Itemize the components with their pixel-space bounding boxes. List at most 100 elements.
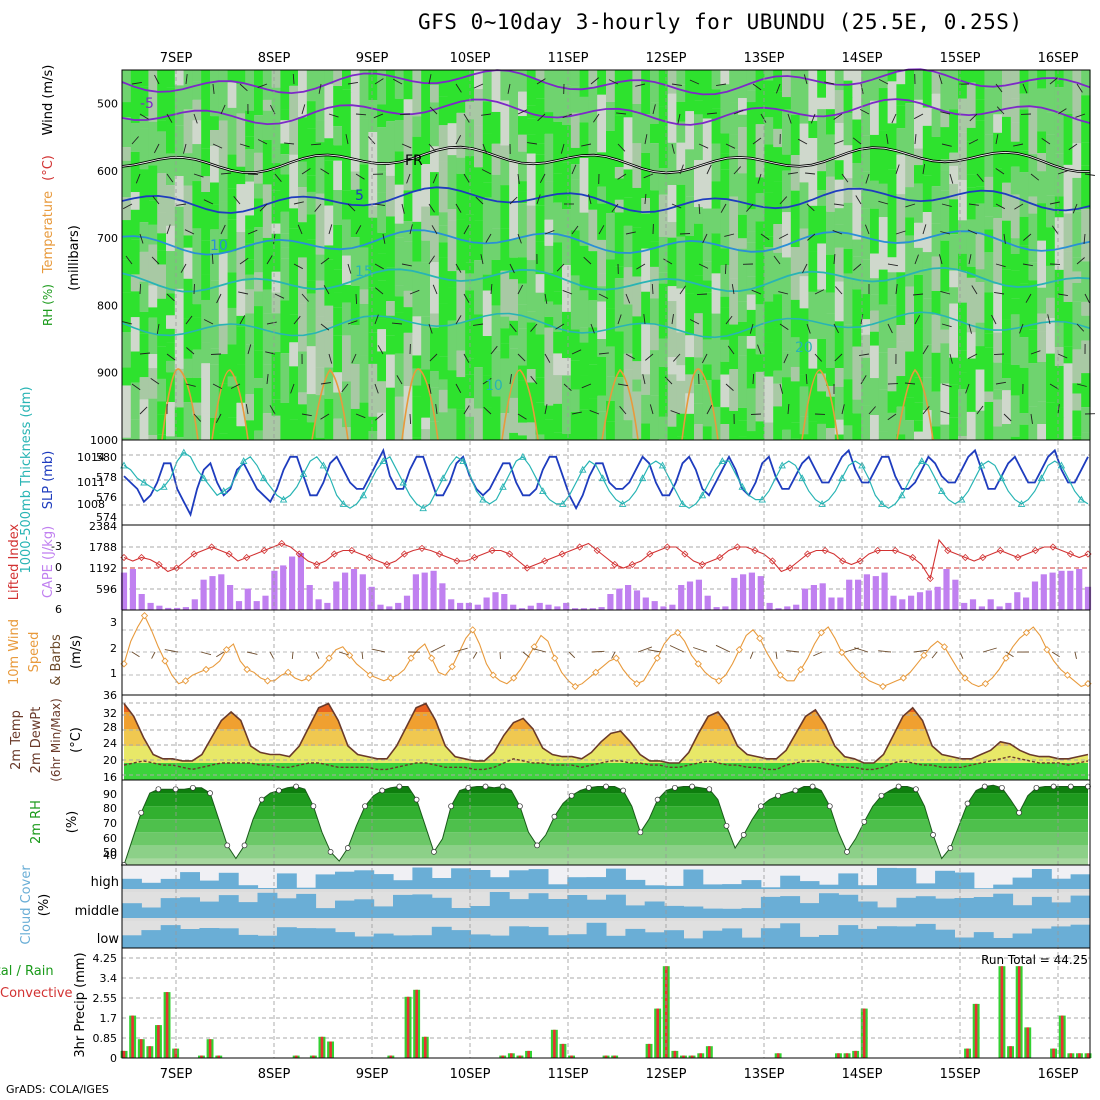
rh-cell bbox=[1072, 393, 1082, 411]
rh-cell bbox=[597, 203, 607, 240]
rh-cell bbox=[192, 181, 202, 229]
rh-cell bbox=[658, 70, 669, 107]
wind-barb bbox=[266, 255, 273, 265]
rh-cell bbox=[430, 70, 440, 85]
wind-marker bbox=[448, 663, 456, 671]
rh-cell bbox=[210, 182, 220, 205]
cloud-cell bbox=[528, 926, 549, 948]
rh-cell bbox=[139, 86, 149, 117]
wind-barb bbox=[323, 285, 330, 295]
precip-convective-bar bbox=[208, 1039, 212, 1058]
rh-cell bbox=[218, 167, 229, 202]
wind-barb bbox=[968, 254, 972, 265]
thickness-tick: 574 bbox=[96, 511, 117, 524]
wind-barb bbox=[649, 404, 654, 415]
cape-bar bbox=[625, 585, 632, 610]
rh-cell bbox=[773, 370, 783, 384]
rh-cell bbox=[940, 159, 950, 171]
rh-cell bbox=[280, 258, 290, 301]
rh-cell bbox=[993, 132, 1003, 169]
rh-cell bbox=[667, 237, 677, 287]
wind-barb bbox=[463, 173, 470, 183]
rh-cell bbox=[931, 290, 941, 315]
wind-barb bbox=[588, 194, 592, 205]
rh-cell bbox=[271, 351, 281, 400]
wind-barb bbox=[895, 164, 900, 175]
wind-barb bbox=[455, 263, 462, 273]
rh-cell bbox=[535, 154, 545, 206]
rh-cell bbox=[1028, 70, 1038, 82]
wind-barb bbox=[257, 83, 268, 89]
li-marker bbox=[768, 557, 777, 565]
rh-cell bbox=[315, 193, 325, 213]
cloud-cell bbox=[780, 875, 801, 889]
rh-cell bbox=[236, 280, 246, 316]
rh-cell bbox=[720, 153, 730, 170]
rh-cell bbox=[896, 70, 906, 85]
rh-cell bbox=[245, 274, 255, 290]
rh-cell bbox=[174, 206, 185, 257]
precip-convective-bar bbox=[1009, 1046, 1012, 1058]
rh-cell bbox=[1037, 70, 1047, 89]
wind-barb bbox=[455, 383, 462, 394]
rh-cell bbox=[738, 321, 748, 336]
cape-bar bbox=[695, 579, 702, 610]
wind-barb bbox=[391, 322, 403, 325]
rh-cell bbox=[1037, 424, 1047, 440]
cloud-cell bbox=[1070, 924, 1091, 948]
cape-bar bbox=[395, 602, 402, 610]
cape-bar bbox=[182, 607, 189, 610]
wind-barb bbox=[293, 263, 304, 270]
rh-cell bbox=[764, 70, 774, 81]
rh-marker bbox=[826, 803, 833, 810]
rh-cell bbox=[254, 388, 264, 431]
rh-cell bbox=[1046, 70, 1056, 113]
cape-bar bbox=[306, 585, 313, 610]
rh-cell bbox=[465, 119, 475, 157]
cloud-cell bbox=[373, 874, 394, 889]
cape-bar bbox=[793, 604, 800, 610]
thickness-marker bbox=[658, 461, 667, 469]
cape-bar bbox=[642, 597, 649, 610]
cape-bar bbox=[934, 586, 941, 610]
wind-barb bbox=[652, 104, 656, 115]
rh-cell bbox=[227, 188, 237, 220]
thickness-label: 1000-500mb Thickness (dm) bbox=[19, 386, 34, 573]
wind-barb bbox=[672, 353, 681, 362]
rh-cell bbox=[474, 367, 484, 409]
rh-cell bbox=[518, 181, 528, 192]
rh-cell bbox=[1081, 373, 1091, 408]
rh-cell bbox=[553, 353, 563, 376]
rh-cell bbox=[1002, 220, 1012, 270]
cloud-cell bbox=[683, 906, 704, 918]
cape-bar bbox=[784, 606, 791, 610]
rh-cell bbox=[271, 163, 281, 191]
rh-marker bbox=[482, 783, 489, 790]
rh-cell bbox=[720, 407, 730, 425]
rh-cell bbox=[570, 230, 581, 276]
rh-cell bbox=[729, 149, 739, 197]
rh-marker bbox=[310, 803, 317, 810]
cloud-cell bbox=[838, 925, 859, 948]
wind-barb bbox=[193, 283, 195, 295]
wind-marker bbox=[776, 671, 784, 679]
cloud-cell bbox=[780, 896, 801, 918]
rh-cell bbox=[914, 165, 924, 184]
thickness-tick: 576 bbox=[96, 491, 117, 504]
rh-cell bbox=[183, 358, 193, 378]
thickness-marker bbox=[379, 457, 388, 465]
rh-cell bbox=[482, 70, 493, 102]
rh-cell bbox=[799, 228, 809, 277]
cloud-cell bbox=[760, 896, 781, 918]
rh-cell bbox=[949, 340, 959, 358]
rh-cell bbox=[905, 70, 915, 104]
rh-cell bbox=[966, 70, 977, 83]
rh-cell bbox=[1010, 314, 1021, 365]
wind-barb bbox=[347, 203, 356, 212]
rh-cell bbox=[1063, 213, 1073, 252]
rh-marker bbox=[241, 842, 248, 849]
rh-cell bbox=[729, 102, 739, 135]
rh-cell bbox=[861, 135, 871, 156]
surface-barb bbox=[361, 651, 364, 660]
rh-cell bbox=[315, 155, 325, 194]
